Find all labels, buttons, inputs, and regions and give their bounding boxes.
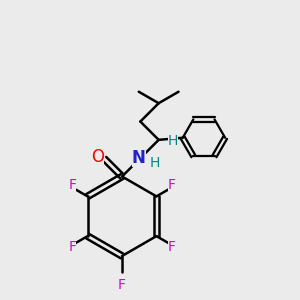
Text: F: F	[68, 240, 76, 254]
Text: O: O	[92, 148, 104, 166]
Text: F: F	[118, 278, 126, 292]
Text: N: N	[132, 149, 146, 167]
Text: F: F	[68, 178, 76, 192]
Text: H: H	[149, 156, 160, 170]
Text: H: H	[167, 134, 178, 148]
Text: F: F	[168, 178, 176, 192]
Text: F: F	[168, 240, 176, 254]
